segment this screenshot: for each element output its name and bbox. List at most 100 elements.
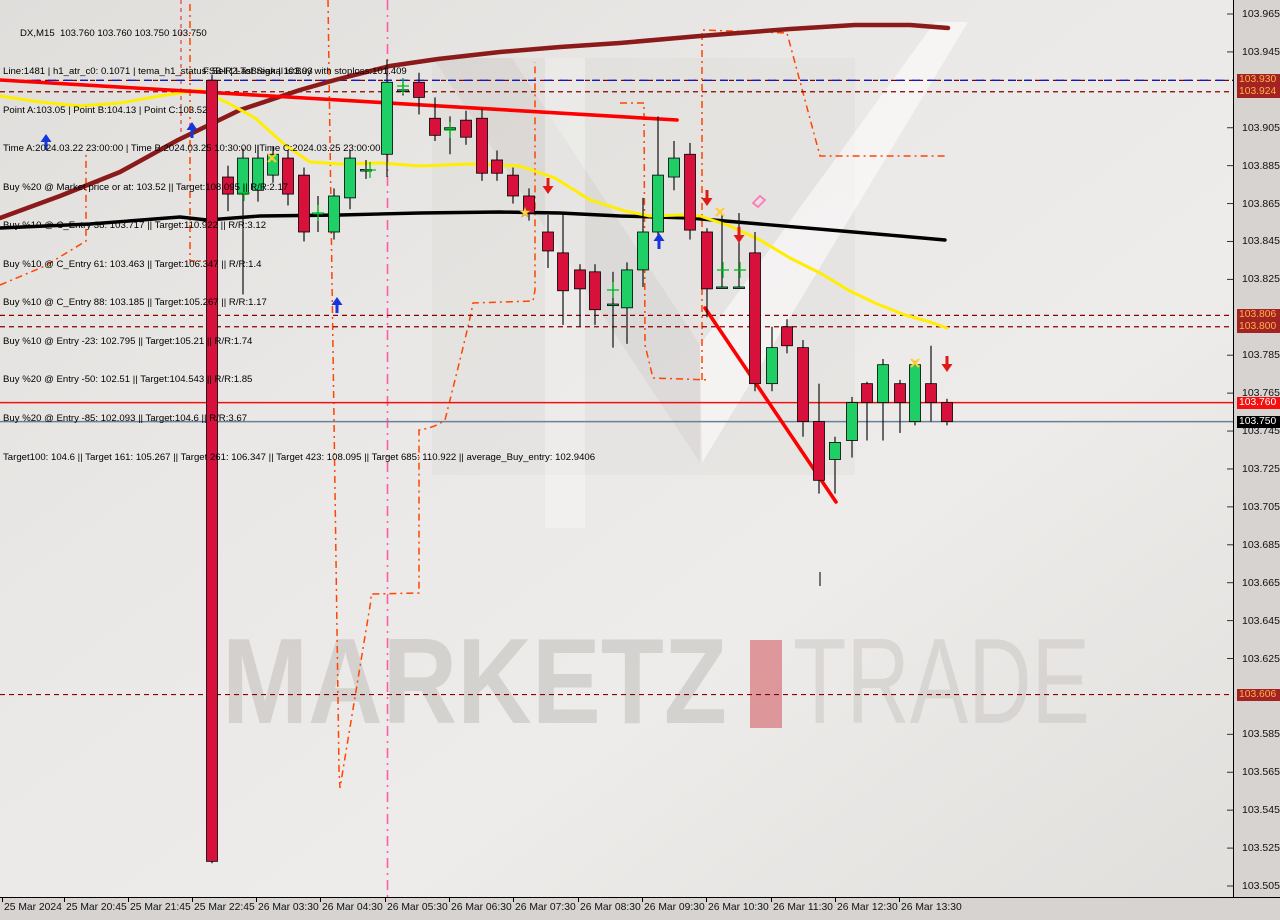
time-axis-tick [771, 898, 772, 902]
candle-bearish [413, 81, 425, 98]
sell-arrow-icon [542, 178, 554, 194]
time-axis[interactable]: 25 Mar 2024 25 Mar 20:45 25 Mar 21:45 25 Ma… [0, 897, 1280, 920]
watermark-bar [750, 640, 782, 728]
time-axis-label: 26 Mar 06:30 [451, 902, 512, 913]
price-axis[interactable]: 103.965 103.945 103.905 103.885 103.865 103.8… [1233, 0, 1280, 897]
price-axis-label: 103.945 [1242, 45, 1280, 58]
price-level-badge: 103.606 [1237, 688, 1280, 701]
candle-bullish [637, 231, 649, 271]
candle-bullish [252, 157, 264, 191]
time-axis-tick [320, 898, 321, 902]
price-axis-label: 103.705 [1242, 500, 1280, 513]
sell-arrow-icon [941, 356, 953, 372]
candle-bearish [282, 157, 294, 195]
price-level-badge: 103.924 [1237, 85, 1280, 98]
time-axis-label: 26 Mar 04:30 [322, 902, 383, 913]
price-axis-label: 103.565 [1242, 766, 1280, 779]
price-axis-label: 103.845 [1242, 235, 1280, 248]
order-markers: ★ [238, 78, 920, 586]
points-line: Point A:103.05 | Point B:104.13 | Point … [3, 104, 208, 116]
buy-entry-line-6: Buy %20 @ Entry -50: 102.51 || Target:10… [3, 374, 253, 386]
time-axis-tick [578, 898, 579, 902]
signal-arrows [40, 122, 953, 372]
buy-entry-line-2: Buy %10 @ C_Entry 38: 103.717 || Target:… [3, 220, 267, 232]
candle-bullish [766, 347, 778, 385]
time-axis-label: 26 Mar 12:30 [837, 902, 898, 913]
time-axis-label: 26 Mar 03:30 [258, 902, 319, 913]
time-axis-label: 25 Mar 20:45 [66, 902, 127, 913]
price-axis-label: 103.765 [1242, 387, 1280, 400]
time-axis-label: 26 Mar 09:30 [644, 902, 705, 913]
candle-bearish [557, 252, 569, 292]
time-axis-tick [256, 898, 257, 902]
time-axis-tick [192, 898, 193, 902]
candle-bearish [589, 271, 601, 311]
candles [206, 59, 953, 864]
buy-entry-line-4: Buy %10 @ C_Entry 88: 103.185 || Target:… [3, 297, 267, 309]
price-level-badge: 103.930 [1237, 74, 1280, 87]
candle-bearish [460, 119, 472, 138]
candle-bearish [941, 402, 953, 422]
star-marker-icon: ★ [519, 204, 532, 220]
candle-bullish [267, 153, 279, 176]
buy-arrow-icon [40, 134, 52, 150]
ma-line-maroon [0, 22, 951, 221]
candle-bearish [222, 176, 234, 195]
time-axis-label: 26 Mar 08:30 [580, 902, 641, 913]
candle-bullish [716, 286, 728, 289]
price-axis-label: 103.525 [1242, 842, 1280, 855]
time-axis-tick [449, 898, 450, 902]
buy-entry-line-3: Buy %10 @ C_Entry 61: 103.463 || Target:… [3, 258, 262, 270]
candle-bearish [781, 326, 793, 347]
ea-info-panel: DX,M15 103.760 103.760 103.750 103.750 L… [3, 2, 595, 490]
candle-bearish [701, 231, 713, 290]
resistance-level-label: FSB-R2-ToBreak | 103.93 [203, 66, 313, 77]
time-axis-tick [2, 898, 3, 902]
price-axis-label: 103.645 [1242, 614, 1280, 627]
time-axis-tick [835, 898, 836, 902]
time-axis-tick [513, 898, 514, 902]
candle-bullish [877, 364, 889, 404]
time-axis-label: 26 Mar 07:30 [515, 902, 576, 913]
time-axis-label: 26 Mar 11:30 [773, 902, 833, 913]
drawing-cursor-icon [751, 194, 767, 209]
time-axis-tick [64, 898, 65, 902]
time-axis-label: 25 Mar 22:45 [194, 902, 255, 913]
candle-bearish [429, 117, 441, 136]
time-axis-tick [385, 898, 386, 902]
buy-arrow-icon [653, 233, 665, 249]
candle-bearish [574, 269, 586, 290]
price-axis-label: 103.665 [1242, 576, 1280, 589]
price-level-badge: 103.800 [1237, 320, 1280, 333]
chart-canvas[interactable]: MARKETZ TRADE ★ [0, 0, 1233, 897]
time-axis-label: 26 Mar 10:30 [708, 902, 769, 913]
candle-bullish [733, 286, 745, 289]
candle-bearish [542, 231, 554, 252]
candle-bearish [298, 174, 310, 233]
watermark: MARKETZ TRADE [222, 613, 1090, 749]
candle-bearish [749, 252, 761, 385]
candle-bearish [861, 383, 873, 404]
symbol-ohlc-line: DX,M15 103.760 103.760 103.750 103.750 [20, 27, 207, 39]
price-axis-label: 103.905 [1242, 121, 1280, 134]
chart-plot-area[interactable]: MARKETZ TRADE ★ DX,M15 103.760 103.760 103… [0, 0, 1233, 897]
buy-entry-line-1: Buy %20 @ Market price or at: 103.52 || … [3, 181, 289, 193]
candle-bearish [491, 159, 503, 174]
price-axis-label: 103.625 [1242, 652, 1280, 665]
buy-arrow-icon [186, 122, 198, 138]
candle-bullish [829, 442, 841, 460]
vertical-time-lines [180, 0, 389, 897]
price-axis-label: 103.685 [1242, 538, 1280, 551]
time-axis-label: 25 Mar 2024 [4, 902, 62, 913]
time-axis-tick [642, 898, 643, 902]
candle-bullish [344, 157, 356, 199]
candle-bearish [206, 79, 218, 862]
candle-bearish [813, 421, 825, 481]
price-axis-label: 103.745 [1242, 425, 1280, 438]
time-axis-label: 25 Mar 21:45 [130, 902, 191, 913]
price-axis-label: 103.965 [1242, 8, 1280, 20]
times-line: Time A:2024.03.22 23:00:00 | Time B:2024… [3, 143, 381, 155]
candle-bullish [668, 157, 680, 178]
time-axis-tick [706, 898, 707, 902]
